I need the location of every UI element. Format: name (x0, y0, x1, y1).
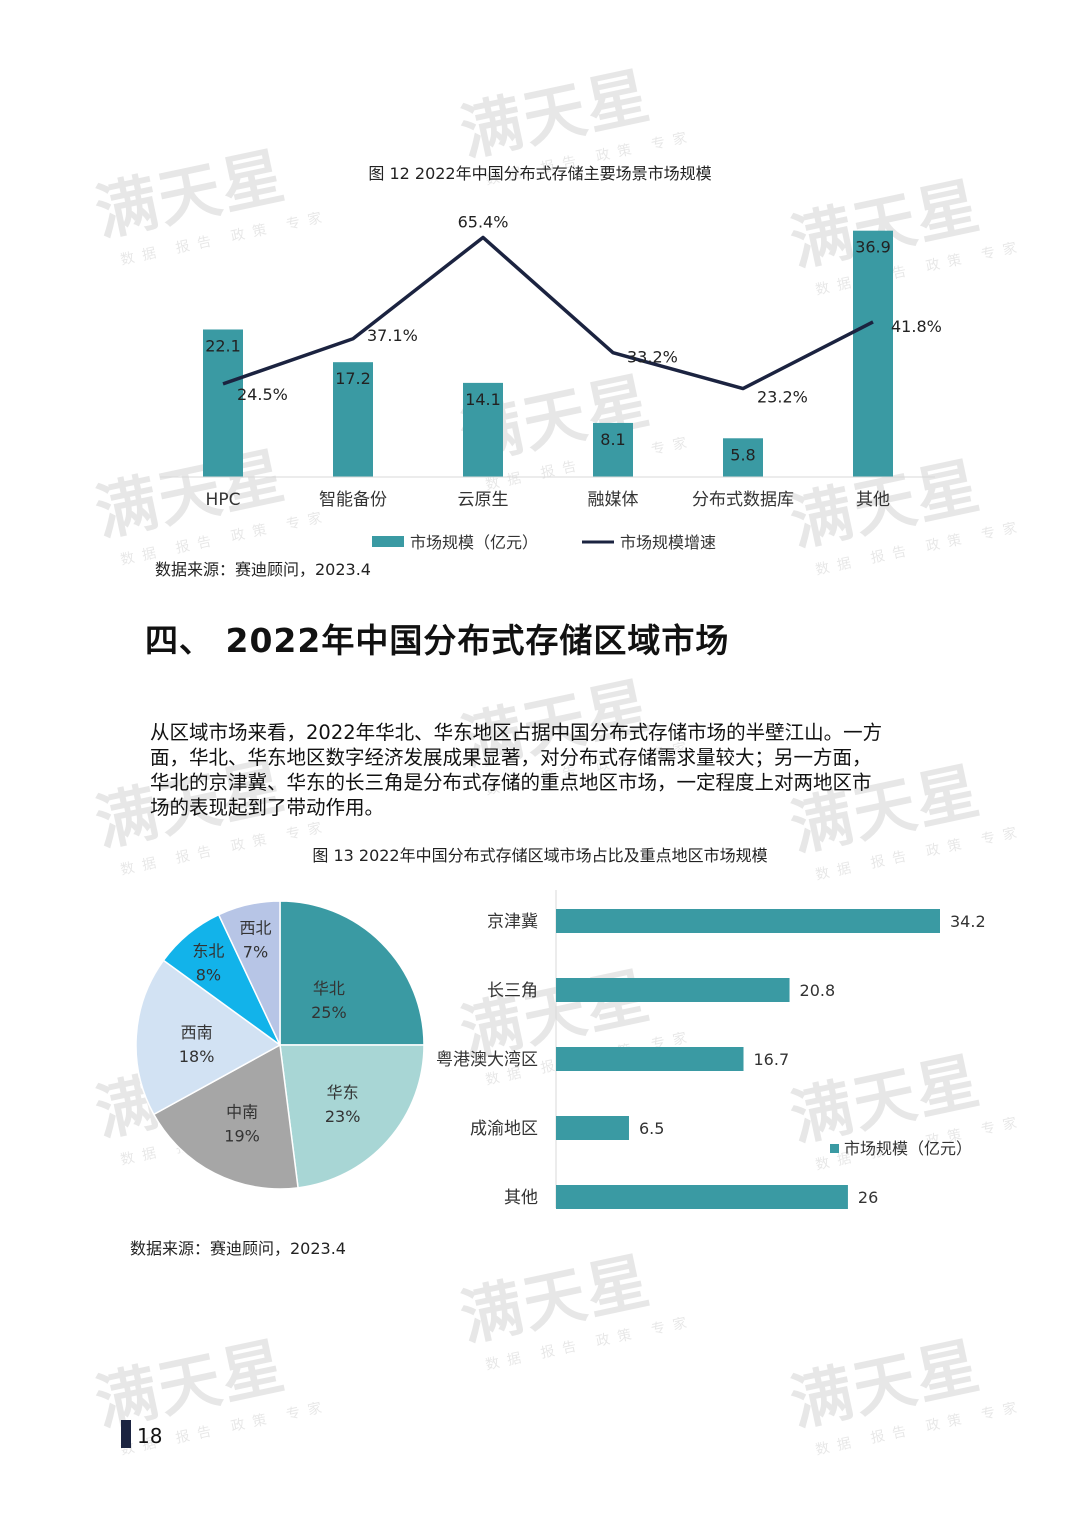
paragraph-line: 华北的京津冀、华东的长三角是分布式存储的重点地区市场，一定程度上对两地区市 (150, 771, 872, 794)
legend-label: 市场规模（亿元） (844, 1139, 972, 1158)
figure13-title: 图 13 2022年中国分布式存储区域市场占比及重点地区市场规模 (312, 846, 768, 865)
y-axis-tick-label: 其他 (504, 1188, 538, 1208)
pie-slice-label: 华东 (327, 1083, 359, 1102)
bar-value-label: 26 (858, 1188, 878, 1207)
bar (556, 978, 790, 1002)
y-axis-tick-label: 成渝地区 (470, 1119, 538, 1139)
pie-slice-percent: 8% (196, 965, 221, 984)
body-paragraph: 从区域市场来看，2022年华北、华东地区占据中国分布式存储市场的半壁江山。一方 … (150, 720, 980, 820)
bar (593, 422, 633, 477)
page-number-marker (121, 1420, 131, 1448)
page-number: 18 (137, 1424, 163, 1448)
paragraph-line: 场的表现起到了带动作用。 (150, 796, 385, 819)
paragraph-line: 面，华北、华东地区数字经济发展成果显著，对分布式存储需求量较大；另一方面， (150, 746, 872, 769)
x-axis-tick-label: HPC (206, 490, 241, 510)
legend-label: 市场规模（亿元） (410, 533, 538, 552)
figure13-source: 数据来源：赛迪顾问，2023.4 (130, 1239, 346, 1258)
bar (203, 329, 243, 477)
scenario-market-chart: 22.1 HPC 17.2 智能备份 14.1 云原生 8.1 融媒体 5.8 分布式数据库 36.… (160, 212, 942, 552)
growth-rate-label: 24.5% (237, 385, 288, 404)
bar-value-label: 5.8 (730, 445, 755, 464)
key-region-bar-chart: 34.2 京津冀 20.8 长三角 16.7 粤港澳大湾区 6.5 成渝地区 26 其他 市场规模（… (436, 890, 986, 1209)
y-axis-tick-label: 长三角 (487, 981, 538, 1001)
pie-slice-percent: 25% (311, 1003, 347, 1022)
watermark: 满天星数据 报告 政策 专家 (453, 1243, 697, 1374)
bar-value-label: 17.2 (335, 369, 371, 388)
bar (723, 438, 763, 477)
pie-slice-percent: 18% (179, 1047, 215, 1066)
bar-value-label: 20.8 (800, 981, 836, 1000)
pie-slice-label: 东北 (192, 941, 224, 960)
pie-slice (152, 1043, 299, 1190)
growth-rate-line (222, 235, 874, 391)
legend-label: 市场规模增速 (620, 533, 716, 552)
pie-slice (135, 959, 282, 1116)
bar (333, 362, 373, 477)
pie-slice-label: 华北 (313, 979, 345, 998)
pie-slice-label: 西北 (239, 918, 271, 937)
growth-rate-label: 23.2% (757, 388, 808, 407)
region-share-pie-chart: 华北 25% 华东 23% 中南 19% 西南 18% 东北 8% 西北 7% (135, 900, 425, 1190)
bar (556, 1047, 744, 1071)
bar-value-label: 36.9 (855, 238, 891, 257)
bar-value-label: 6.5 (639, 1119, 664, 1138)
x-axis-tick-label: 融媒体 (588, 490, 639, 510)
bar-value-label: 14.1 (465, 390, 501, 409)
bar-value-label: 22.1 (205, 336, 241, 355)
legend-swatch-bar (372, 536, 404, 547)
x-axis-tick-label: 云原生 (458, 490, 509, 510)
watermark: 满天星数据 报告 政策 专家 (783, 1328, 1027, 1459)
x-axis-tick-label: 分布式数据库 (692, 490, 794, 510)
pie-slice (217, 900, 281, 1046)
pie-slice-label: 中南 (226, 1102, 258, 1121)
legend-swatch-bar (830, 1144, 839, 1153)
paragraph-line: 从区域市场来看，2022年华北、华东地区占据中国分布式存储市场的半壁江山。一方 (150, 721, 883, 744)
pie-slice (279, 1044, 425, 1189)
growth-rate-label: 41.8% (891, 317, 942, 336)
pie-slice (279, 900, 425, 1046)
pie-slice-label: 西南 (181, 1023, 213, 1042)
section-title: 四、 2022年中国分布式存储区域市场 (145, 621, 730, 660)
growth-rate-label: 33.2% (627, 348, 678, 367)
y-axis-tick-label: 粤港澳大湾区 (436, 1050, 538, 1070)
bar (853, 230, 893, 477)
bar-value-label: 34.2 (950, 912, 986, 931)
bar (556, 1116, 629, 1140)
pie-slice-percent: 19% (224, 1126, 260, 1145)
growth-rate-label: 37.1% (367, 326, 418, 345)
bar (463, 382, 503, 477)
bar-value-label: 16.7 (754, 1050, 790, 1069)
pie-slice-percent: 23% (325, 1107, 361, 1126)
growth-rate-label: 65.4% (458, 212, 509, 231)
x-axis-tick-label: 其他 (856, 490, 890, 510)
pie-slice-percent: 7% (243, 942, 268, 961)
bar-value-label: 8.1 (600, 430, 625, 449)
figure12-source: 数据来源：赛迪顾问，2023.4 (155, 560, 371, 579)
bar (556, 1185, 848, 1209)
figure12-title: 图 12 2022年中国分布式存储主要场景市场规模 (368, 164, 712, 183)
y-axis-tick-label: 京津冀 (487, 912, 538, 932)
bar (556, 909, 940, 933)
x-axis-tick-label: 智能备份 (319, 490, 387, 510)
